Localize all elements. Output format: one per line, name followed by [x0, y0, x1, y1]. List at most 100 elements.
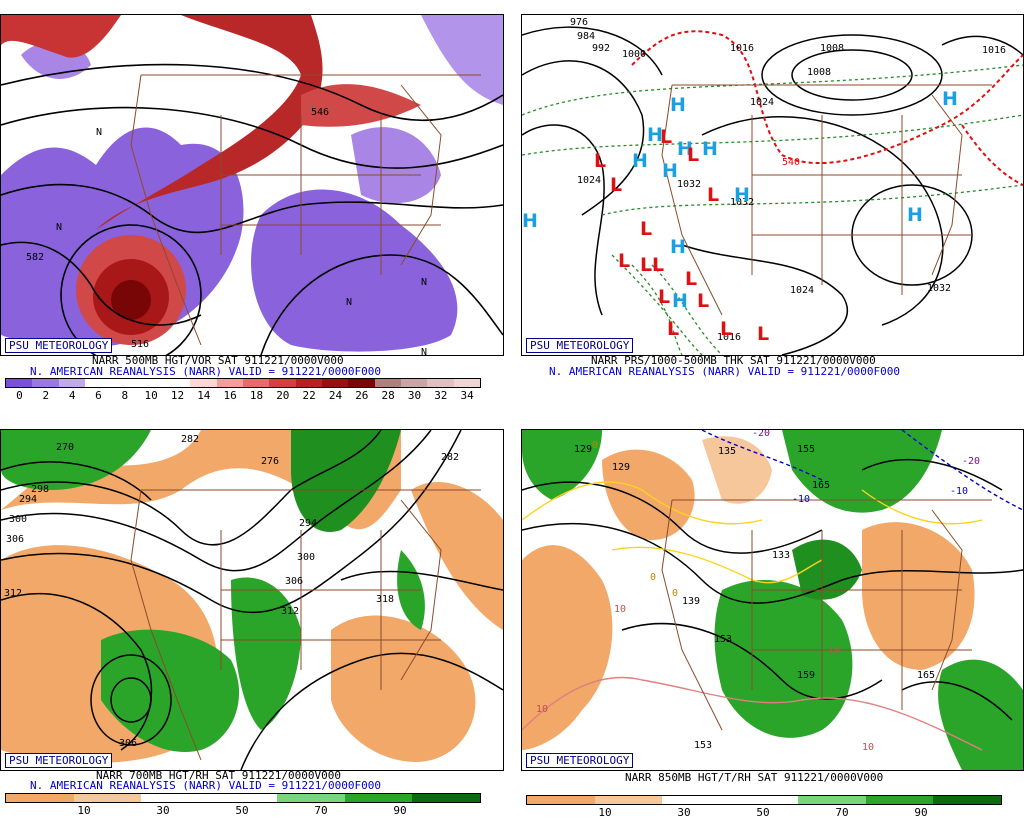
- scale-swatch: [6, 379, 33, 387]
- low-pressure-marker: L: [707, 184, 719, 206]
- scale-tick-label: 70: [314, 804, 328, 817]
- scale-tick-label: 14: [197, 389, 211, 402]
- psu-meteorology-logo: PSU METEOROLOGY: [5, 753, 113, 768]
- contour-label: -10: [950, 486, 968, 497]
- product-line: NARR 500MB HGT/VOR SAT 911221/0000V000: [92, 354, 344, 367]
- scale-swatch: [412, 794, 481, 802]
- contour-label: 133: [772, 550, 790, 561]
- rh-color-scale: [526, 795, 1002, 805]
- psu-meteorology-logo: PSU METEOROLOGY: [526, 753, 634, 768]
- high-pressure-marker: H: [662, 160, 678, 182]
- contour-label: 0: [672, 588, 678, 599]
- low-pressure-marker: L: [697, 290, 709, 312]
- high-pressure-marker: H: [670, 236, 686, 258]
- contour-label: 282: [181, 434, 199, 445]
- scale-tick-label: 34: [460, 389, 474, 402]
- scale-tick-label: 4: [68, 389, 76, 402]
- low-pressure-marker: L: [594, 150, 606, 172]
- scale-tick-label: 30: [677, 806, 691, 819]
- contour-label: 306: [285, 576, 303, 587]
- low-pressure-marker: L: [640, 254, 652, 276]
- contour-label: 312: [4, 588, 22, 599]
- map-850mb-temp-rh: -20 -20 -10 -10 10 10 10 10 135 129 129 …: [521, 429, 1024, 771]
- high-pressure-marker: H: [702, 138, 718, 160]
- contour-label: 294: [19, 494, 37, 505]
- low-pressure-marker: L: [618, 250, 630, 272]
- contour-label: 318: [376, 594, 394, 605]
- contour-label: 0: [592, 440, 598, 451]
- scale-swatch: [216, 379, 243, 387]
- low-pressure-marker: L: [658, 286, 670, 308]
- high-pressure-marker: H: [670, 94, 686, 116]
- scale-tick-label: 28: [381, 389, 395, 402]
- low-pressure-marker: L: [660, 126, 672, 148]
- scale-swatch: [73, 794, 142, 802]
- high-pressure-marker: H: [522, 210, 538, 232]
- low-pressure-marker: L: [685, 268, 697, 290]
- scale-swatch: [344, 794, 413, 802]
- scale-tick-label: 30: [407, 389, 422, 402]
- contour-label: 1024: [750, 97, 774, 108]
- contour-label: 1016: [717, 332, 741, 343]
- high-pressure-marker: H: [677, 138, 693, 160]
- scale-swatch: [321, 379, 349, 387]
- scale-swatch: [276, 794, 345, 802]
- contour-label: 1016: [730, 43, 754, 54]
- contour-label: 546: [311, 107, 329, 118]
- map-700mb-rh: 282 270 276 294 298 300 306 312 294 300 …: [0, 429, 504, 771]
- contour-label: 516: [131, 339, 149, 350]
- contour-label: 135: [718, 446, 736, 457]
- psu-meteorology-logo: PSU METEOROLOGY: [5, 338, 113, 353]
- low-pressure-marker: L: [720, 318, 732, 340]
- contour-label: 276: [261, 456, 279, 467]
- scale-tick-label: 90: [393, 804, 407, 817]
- high-pressure-marker: H: [632, 150, 648, 172]
- contour-label: 270: [56, 442, 74, 453]
- contour-label: -20: [962, 456, 980, 467]
- panel-700mb-rh: 282 270 276 294 298 300 306 312 294 300 …: [0, 415, 505, 819]
- scale-swatch: [400, 379, 428, 387]
- contour-label: 1032: [927, 283, 951, 294]
- valid-line: N. AMERICAN REANALYSIS (NARR) VALID = 91…: [30, 779, 381, 792]
- scale-tick-label: 30: [156, 804, 170, 817]
- scale-tick-label: 10: [144, 389, 158, 402]
- product-line: NARR 850MB HGT/T/RH SAT 911221/0000V000: [625, 771, 884, 784]
- vorticity-scale-ticks: 0 2 4 6 8 10 12 14 16 18 20 22 24 26 28 30 32 34: [5, 389, 479, 403]
- rh-scale-ticks: 10 30 50 70 90: [5, 804, 479, 818]
- panel-pressure-thickness: 976 984 992 1000 1016 1008 1008 1024 102…: [521, 0, 1024, 405]
- contour-label: 300: [9, 514, 27, 525]
- contour-label: 984: [577, 31, 595, 42]
- scale-swatch: [933, 796, 1002, 804]
- contour-label: 298: [31, 484, 49, 495]
- scale-tick-label: 24: [328, 389, 343, 402]
- scale-tick-label: 2: [42, 389, 50, 402]
- contour-label: 1032: [730, 197, 754, 208]
- scale-swatch: [865, 796, 934, 804]
- scale-tick-label: 20: [276, 389, 290, 402]
- contour-label: 153: [694, 740, 712, 751]
- scale-tick-label: 10: [77, 804, 91, 817]
- scale-swatch: [594, 796, 663, 804]
- scale-tick-label: 50: [756, 806, 770, 819]
- contour-label: 129: [612, 462, 630, 473]
- contour-label: 976: [570, 17, 588, 28]
- contour-label: 1016: [982, 45, 1006, 56]
- contour-label: 1024: [790, 285, 814, 296]
- scale-tick-label: 18: [249, 389, 264, 402]
- contour-label: 0: [650, 572, 656, 583]
- scale-swatch: [84, 379, 112, 387]
- scale-tick-label: 32: [434, 389, 448, 402]
- scale-swatch: [527, 796, 595, 804]
- contour-label: 294: [299, 518, 317, 529]
- scale-swatch: [209, 794, 277, 802]
- contour-label: 582: [26, 252, 44, 263]
- scale-swatch: [32, 379, 59, 387]
- scale-swatch: [730, 796, 798, 804]
- vorticity-color-scale: [5, 378, 481, 388]
- panel-500mb-vorticity: 582 516 546 N N N N N N PSU METEOROLOGY …: [0, 0, 505, 405]
- scale-swatch: [242, 379, 270, 387]
- scale-swatch: [427, 379, 454, 387]
- map-pressure-thickness: 976 984 992 1000 1016 1008 1008 1024 102…: [521, 14, 1024, 356]
- contour-label: 155: [797, 444, 815, 455]
- product-line: NARR 700MB HGT/RH SAT 911221/0000V000: [96, 769, 342, 782]
